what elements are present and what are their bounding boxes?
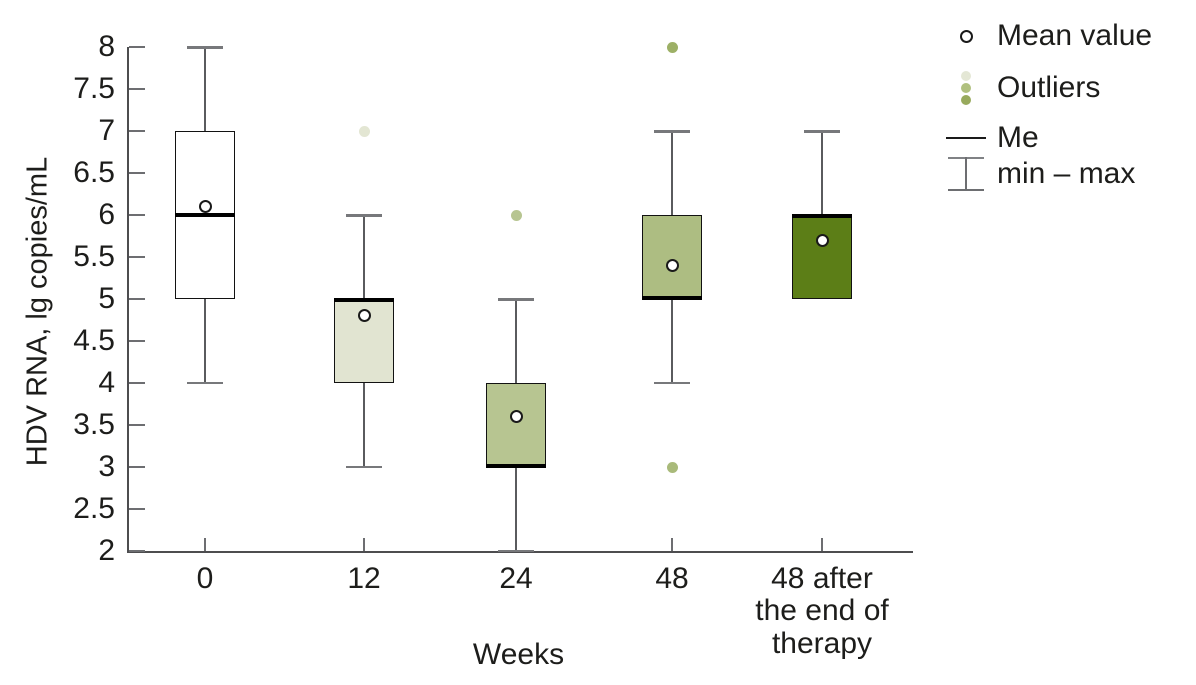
y-tick-label: 7.5 [73, 72, 115, 105]
y-tick [129, 340, 145, 342]
whisker-lower [363, 383, 365, 467]
y-tick-label: 6.5 [73, 156, 115, 189]
outlier-dot-swatch [961, 83, 971, 93]
y-tick [129, 88, 145, 90]
mean-value-icon [959, 29, 973, 43]
x-axis-line [127, 551, 913, 553]
y-tick-label: 6 [98, 198, 115, 231]
whisker-stem [965, 157, 967, 191]
outlier-marker [358, 125, 370, 137]
mean-marker [815, 233, 829, 247]
y-tick [129, 466, 145, 468]
whisker-upper [204, 47, 206, 131]
median-line [175, 213, 235, 217]
legend-label: Me [997, 121, 1039, 154]
y-tick [129, 550, 145, 552]
legend-symbol [935, 157, 997, 191]
median-icon [946, 136, 986, 140]
outliers-icon [961, 71, 971, 105]
y-tick-label: 4 [98, 366, 115, 399]
whisker-bottom-bar [948, 188, 984, 191]
whisker-lower [204, 299, 206, 383]
y-tick-label: 2 [98, 534, 115, 567]
x-category-label: 12 [347, 562, 381, 595]
x-tick [821, 538, 823, 551]
y-tick [129, 382, 145, 384]
median-line [642, 296, 702, 300]
min-max-icon [948, 157, 984, 191]
median-line [792, 214, 852, 218]
box [486, 383, 546, 467]
y-tick [129, 298, 145, 300]
box [642, 215, 702, 299]
x-category-label: 24 [499, 562, 533, 595]
y-tick [129, 424, 145, 426]
y-tick-label: 4.5 [73, 324, 115, 357]
outlier-marker [510, 209, 522, 221]
legend-label: min – max [997, 157, 1136, 190]
whisker-cap-max [498, 298, 534, 301]
legend-item-open-circle: Mean value [935, 16, 1152, 56]
y-tick [129, 130, 145, 132]
median-line [334, 298, 394, 302]
y-tick [129, 256, 145, 258]
x-category-label: 48 after the end of therapy [755, 562, 889, 660]
x-category-label: 0 [196, 562, 214, 595]
y-tick [129, 214, 145, 216]
legend-item-whisker: min – max [935, 154, 1135, 194]
legend-symbol [935, 136, 997, 140]
mean-marker [665, 258, 679, 272]
whisker-cap-min [346, 465, 382, 468]
whisker-cap-max [804, 130, 840, 133]
x-tick [671, 538, 673, 551]
y-tick-label: 5.5 [73, 240, 115, 273]
y-tick [129, 508, 145, 510]
legend: Mean value Outliers Me min – max [935, 0, 1195, 230]
y-tick-label: 5 [98, 282, 115, 315]
whisker-cap-min [654, 381, 690, 384]
x-tick [204, 538, 206, 551]
y-axis-line [127, 47, 129, 551]
outlier-marker [666, 461, 678, 473]
outlier-marker [666, 41, 678, 53]
y-tick-label: 8 [98, 30, 115, 63]
x-axis-title: Weeks [472, 638, 565, 671]
y-tick-label: 7 [98, 114, 115, 147]
legend-symbol [935, 29, 997, 43]
whisker-cap-max [654, 130, 690, 133]
whisker-upper [821, 131, 823, 215]
mean-marker [198, 200, 212, 214]
whisker-upper [515, 299, 517, 383]
legend-label: Mean value [997, 19, 1153, 52]
mean-marker [357, 309, 371, 323]
whisker-cap-max [187, 46, 223, 49]
y-tick [129, 172, 145, 174]
y-tick-label: 3.5 [73, 408, 115, 441]
whisker-lower [515, 467, 517, 551]
y-tick-label: 2.5 [73, 492, 115, 525]
whisker-lower [671, 299, 673, 383]
whisker-upper [671, 131, 673, 215]
x-tick [363, 538, 365, 551]
y-tick-label: 3 [98, 450, 115, 483]
box [792, 215, 852, 299]
median-line [486, 464, 546, 468]
whisker-cap-max [346, 214, 382, 217]
legend-label: Outliers [997, 71, 1101, 104]
whisker-upper [363, 215, 365, 299]
legend-item-median-line: Me [935, 118, 1039, 158]
whisker-cap-min [498, 549, 534, 552]
outlier-dot-swatch [961, 95, 971, 105]
y-tick [129, 46, 145, 48]
whisker-cap-min [187, 381, 223, 384]
mean-marker [509, 410, 523, 424]
legend-symbol [935, 71, 997, 105]
x-category-label: 48 [655, 562, 689, 595]
legend-item-dots: Outliers [935, 68, 1100, 108]
outlier-dot-swatch [961, 71, 971, 81]
